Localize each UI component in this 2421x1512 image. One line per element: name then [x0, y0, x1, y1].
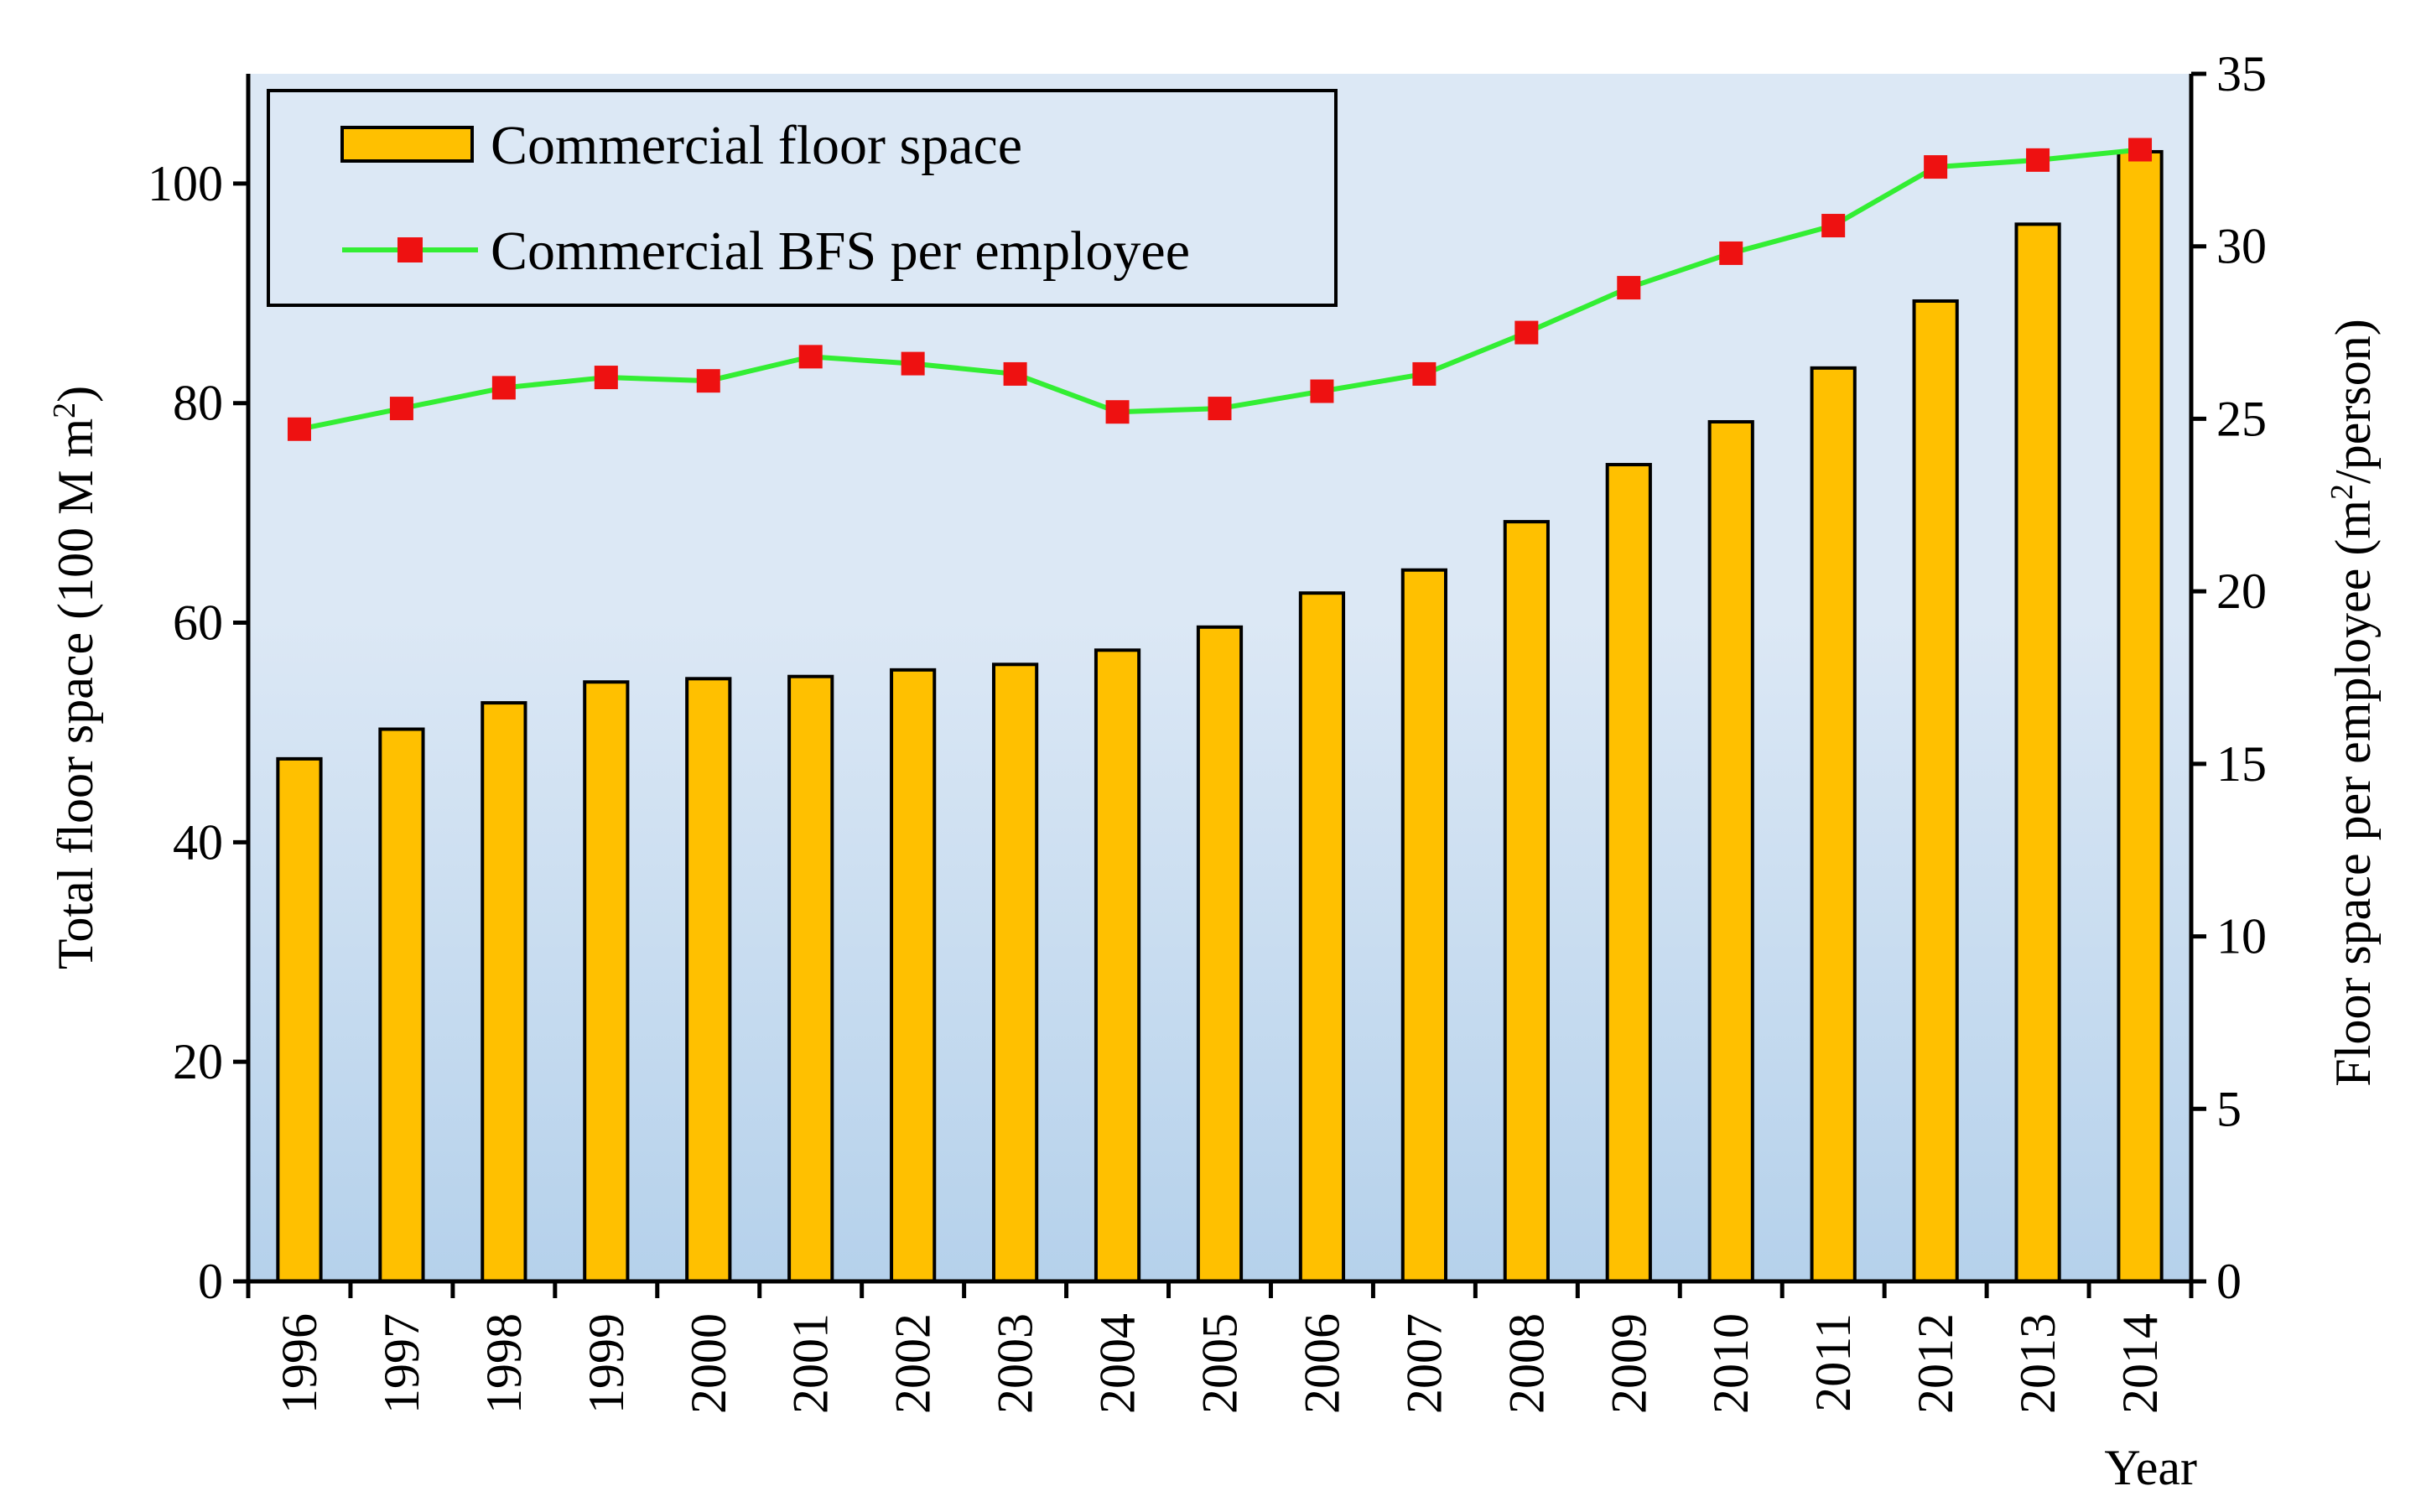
bfs-marker-2004 — [1105, 400, 1130, 424]
bar-1997 — [378, 727, 425, 1283]
bfs-marker-2010 — [1719, 241, 1743, 265]
x-tick-label-2012: 2012 — [1908, 1313, 1963, 1414]
y-right-tick-label: 0 — [2216, 1254, 2242, 1309]
bfs-marker-2007 — [1412, 361, 1436, 386]
x-tick-label-2003: 2003 — [988, 1313, 1043, 1414]
bar-1996 — [276, 756, 323, 1283]
x-tick-label-1999: 1999 — [579, 1313, 634, 1414]
x-tick-label-2001: 2001 — [783, 1313, 839, 1414]
bar-2003 — [991, 662, 1039, 1283]
bar-2009 — [1605, 463, 1652, 1283]
bar-2007 — [1400, 568, 1448, 1283]
bfs-marker-2005 — [1208, 397, 1232, 421]
x-tick-label-2009: 2009 — [1601, 1313, 1656, 1414]
bfs-marker-2008 — [1514, 320, 1539, 345]
x-tick-label-2004: 2004 — [1090, 1313, 1146, 1414]
bar-1998 — [481, 701, 527, 1283]
y-left-axis-title: Total floor space (100 M m2) — [47, 386, 103, 969]
x-tick-label-1997: 1997 — [374, 1313, 429, 1414]
y-right-tick-label: 30 — [2216, 219, 2267, 274]
x-axis-title: Year — [2104, 1440, 2197, 1495]
y-right-tick-label: 25 — [2216, 391, 2267, 446]
y-right-tick-label: 5 — [2216, 1081, 2242, 1136]
bar-2006 — [1298, 591, 1346, 1283]
bfs-marker-1999 — [594, 366, 618, 390]
x-tick-label-1996: 1996 — [272, 1313, 327, 1414]
y-left-tick-label: 20 — [173, 1034, 223, 1089]
bar-2004 — [1094, 648, 1141, 1283]
bfs-marker-2011 — [1821, 214, 1846, 238]
y-right-axis-title: Floor space per employee (m2/person) — [2325, 319, 2381, 1086]
y-right-tick-label: 20 — [2216, 564, 2267, 619]
bar-1999 — [583, 680, 630, 1283]
x-tick-label-2007: 2007 — [1396, 1313, 1452, 1414]
bfs-marker-2003 — [1003, 361, 1027, 386]
x-tick-label-1998: 1998 — [476, 1313, 532, 1414]
bar-2001 — [787, 674, 834, 1283]
y-right-tick-label: 15 — [2216, 736, 2267, 792]
bar-2002 — [890, 668, 937, 1283]
x-tick-label-2014: 2014 — [2112, 1313, 2168, 1414]
bfs-marker-2002 — [901, 351, 925, 376]
bar-2005 — [1196, 625, 1244, 1283]
bfs-marker-2012 — [1924, 155, 1948, 179]
bar-2014 — [2117, 149, 2164, 1284]
x-tick-label-2010: 2010 — [1703, 1313, 1759, 1414]
bfs-marker-2001 — [798, 345, 823, 369]
bfs-marker-2013 — [2026, 148, 2050, 172]
bar-series — [276, 149, 2164, 1284]
x-tick-label-2008: 2008 — [1499, 1313, 1554, 1414]
x-tick-label-2011: 2011 — [1805, 1313, 1861, 1412]
y-right-tick-label: 10 — [2216, 909, 2267, 964]
legend-box — [267, 89, 1338, 307]
bfs-marker-2006 — [1310, 379, 1334, 403]
bar-2012 — [1912, 299, 1959, 1283]
legend-label-floor-space: Commercial floor space — [491, 115, 1022, 176]
legend-marker-swatch — [397, 237, 423, 262]
legend-bar-swatch — [340, 126, 474, 163]
y-right-tick-label: 35 — [2216, 46, 2267, 101]
bfs-marker-2000 — [696, 369, 720, 393]
y-left-tick-label: 80 — [173, 376, 223, 431]
bar-2011 — [1810, 366, 1857, 1284]
bar-2013 — [2014, 222, 2061, 1283]
bfs-marker-1998 — [491, 376, 516, 400]
legend: Commercial floor space Commercial BFS pe… — [267, 89, 1338, 307]
y-left-tick-label: 100 — [148, 156, 223, 211]
bar-2010 — [1707, 419, 1754, 1283]
bfs-marker-2014 — [2128, 138, 2153, 162]
bfs-marker-1996 — [287, 417, 311, 441]
x-tick-label-2000: 2000 — [681, 1313, 736, 1414]
axes: 0 20 40 60 80 100 0 5 10 15 20 25 30 35 1996 1997 1998 19… — [148, 46, 2267, 1414]
x-tick-label-2006: 2006 — [1294, 1313, 1349, 1414]
legend-label-bfs-per-employee: Commercial BFS per employee — [491, 221, 1190, 282]
y-left-tick-label: 60 — [173, 595, 223, 651]
x-tick-label-2013: 2013 — [2010, 1313, 2065, 1414]
bfs-marker-2009 — [1617, 276, 1641, 300]
line-series — [287, 138, 2153, 441]
bar-2000 — [685, 677, 732, 1283]
y-left-tick-label: 0 — [198, 1254, 223, 1309]
bar-2008 — [1503, 520, 1550, 1283]
x-tick-label-2002: 2002 — [886, 1313, 941, 1414]
x-tick-label-2005: 2005 — [1192, 1313, 1248, 1414]
bfs-marker-1997 — [389, 397, 413, 421]
y-left-tick-label: 40 — [173, 814, 223, 870]
